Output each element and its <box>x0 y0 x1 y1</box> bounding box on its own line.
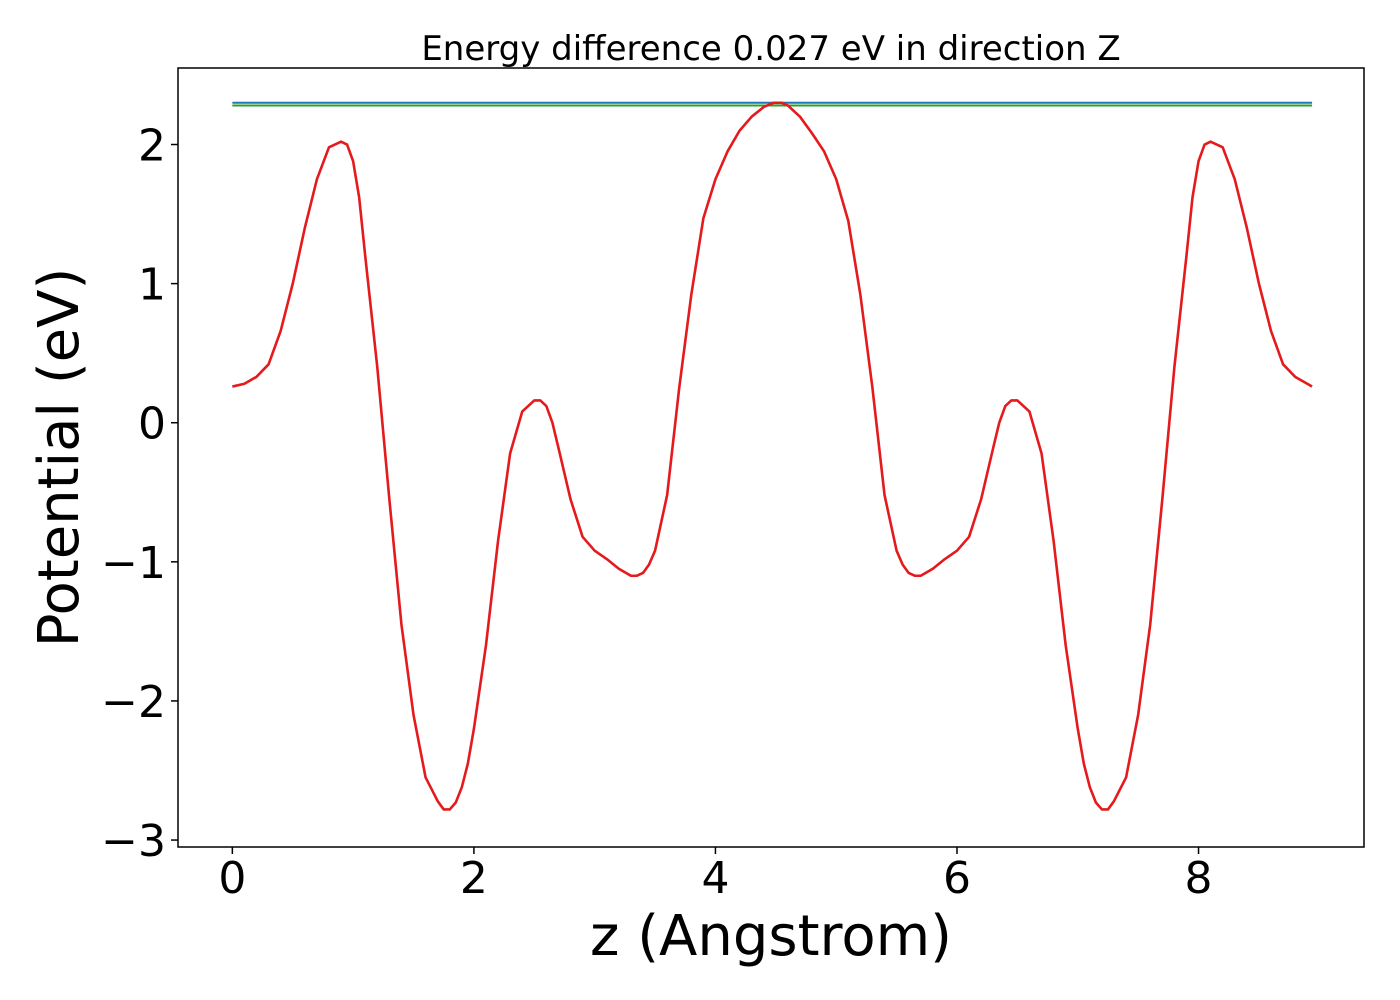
x-tick-label: 4 <box>701 853 729 904</box>
y-tick-label: −3 <box>101 816 166 867</box>
axis-ticks: 0 2 4 6 8 −3 −2 −1 0 1 2 <box>101 121 1212 904</box>
x-tick-label: 6 <box>943 853 971 904</box>
chart-title: Energy difference 0.027 eV in direction … <box>421 29 1120 69</box>
y-axis-label: Potential (eV) <box>27 268 92 648</box>
x-tick-label: 0 <box>218 853 246 904</box>
y-tick-label: 1 <box>138 260 166 311</box>
x-axis-label: z (Angstrom) <box>590 904 952 969</box>
y-tick-label: −1 <box>101 538 166 589</box>
y-tick-label: 2 <box>138 121 166 172</box>
y-tick-label: −2 <box>101 677 166 728</box>
x-tick-label: 2 <box>460 853 488 904</box>
plot-area <box>232 101 1313 811</box>
x-tick-label: 8 <box>1185 853 1213 904</box>
potential-curve <box>232 101 1313 811</box>
y-tick-label: 0 <box>138 399 166 450</box>
plot-frame <box>177 67 1365 848</box>
